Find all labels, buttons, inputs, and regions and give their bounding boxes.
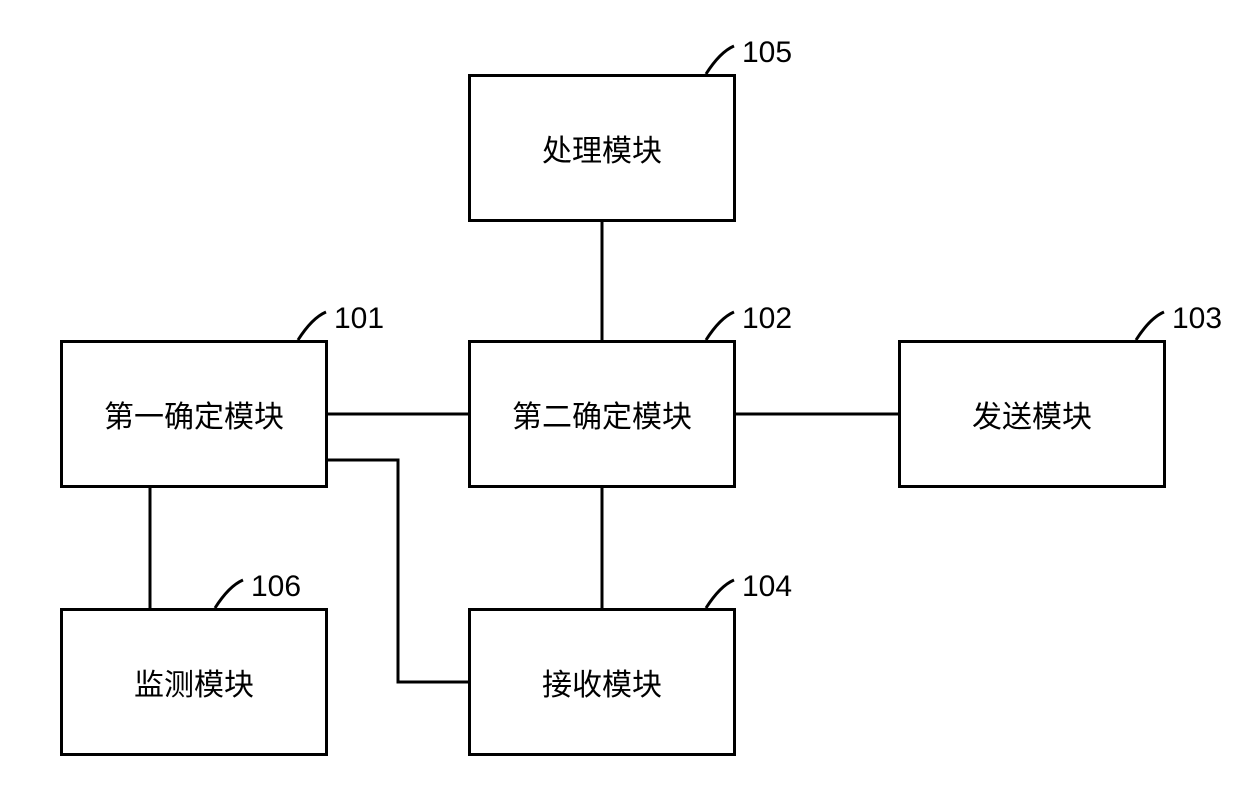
node-label: 发送模块 bbox=[972, 392, 1092, 436]
callout-106: 106 bbox=[251, 570, 301, 604]
node-second-determine-module: 第二确定模块 bbox=[468, 340, 736, 488]
node-label: 第一确定模块 bbox=[104, 392, 284, 436]
node-label: 监测模块 bbox=[134, 660, 254, 704]
node-send-module: 发送模块 bbox=[898, 340, 1166, 488]
callout-number: 106 bbox=[251, 570, 301, 603]
callout-number: 103 bbox=[1172, 302, 1222, 335]
node-processing-module: 处理模块 bbox=[468, 74, 736, 222]
node-label: 处理模块 bbox=[542, 126, 662, 170]
callout-number: 105 bbox=[742, 36, 792, 69]
block-diagram: 处理模块 第一确定模块 第二确定模块 发送模块 监测模块 接收模块 105 10… bbox=[0, 0, 1240, 806]
callout-number: 102 bbox=[742, 302, 792, 335]
callout-105: 105 bbox=[742, 36, 792, 70]
callout-103: 103 bbox=[1172, 302, 1222, 336]
callout-101: 101 bbox=[334, 302, 384, 336]
node-first-determine-module: 第一确定模块 bbox=[60, 340, 328, 488]
callout-104: 104 bbox=[742, 570, 792, 604]
callout-102: 102 bbox=[742, 302, 792, 336]
node-monitor-module: 监测模块 bbox=[60, 608, 328, 756]
callout-number: 104 bbox=[742, 570, 792, 603]
node-label: 接收模块 bbox=[542, 660, 662, 704]
callout-number: 101 bbox=[334, 302, 384, 335]
node-label: 第二确定模块 bbox=[512, 392, 692, 436]
node-receive-module: 接收模块 bbox=[468, 608, 736, 756]
